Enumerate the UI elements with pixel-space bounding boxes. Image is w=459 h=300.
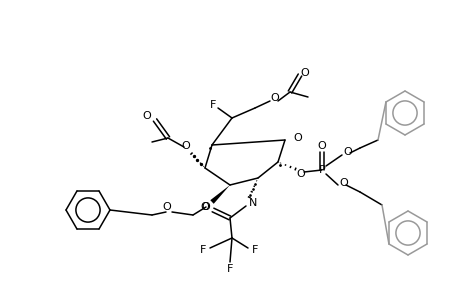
Text: O: O [270, 93, 279, 103]
Text: O: O [339, 178, 347, 188]
Text: O: O [142, 111, 151, 121]
Text: P: P [318, 165, 325, 175]
Text: O: O [162, 202, 171, 212]
Text: F: F [251, 245, 257, 255]
Text: F: F [226, 264, 233, 274]
Text: F: F [209, 100, 216, 110]
Text: O: O [343, 147, 352, 157]
Text: O: O [300, 68, 309, 78]
Text: O: O [181, 141, 190, 151]
Text: O: O [200, 202, 209, 212]
Text: F: F [199, 245, 206, 255]
Text: N: N [248, 198, 257, 208]
Text: O: O [201, 202, 210, 212]
Text: O: O [296, 169, 305, 179]
Text: O: O [292, 133, 301, 143]
Polygon shape [210, 185, 230, 204]
Text: O: O [317, 141, 326, 151]
